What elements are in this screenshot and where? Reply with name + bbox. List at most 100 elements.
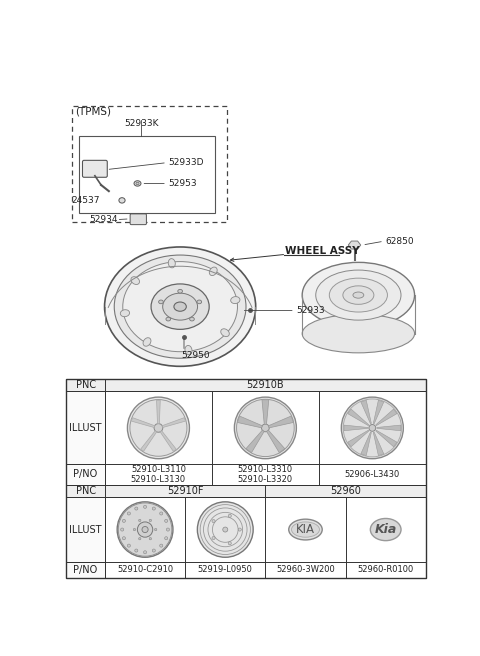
Ellipse shape: [212, 520, 215, 523]
Polygon shape: [266, 430, 285, 453]
Text: ILLUST: ILLUST: [69, 525, 102, 535]
Ellipse shape: [197, 502, 253, 558]
Ellipse shape: [228, 542, 231, 544]
Text: 52919-L0950: 52919-L0950: [198, 565, 252, 575]
Text: 52933K: 52933K: [124, 119, 158, 128]
Ellipse shape: [137, 522, 153, 537]
Ellipse shape: [234, 397, 296, 459]
Ellipse shape: [122, 537, 125, 540]
Bar: [66, 485, 426, 497]
Ellipse shape: [209, 267, 217, 276]
Ellipse shape: [135, 507, 138, 510]
Ellipse shape: [144, 505, 146, 508]
Ellipse shape: [223, 527, 228, 532]
Ellipse shape: [155, 528, 157, 531]
Ellipse shape: [163, 293, 198, 320]
Text: Kia: Kia: [374, 523, 397, 536]
Ellipse shape: [152, 549, 156, 552]
Ellipse shape: [143, 338, 151, 346]
Ellipse shape: [316, 270, 401, 320]
Text: 52906-L3430: 52906-L3430: [345, 470, 400, 479]
Ellipse shape: [160, 512, 163, 515]
Ellipse shape: [118, 503, 172, 556]
Text: 52934: 52934: [90, 215, 118, 224]
Text: 52950: 52950: [181, 351, 210, 359]
Ellipse shape: [343, 286, 374, 304]
Text: KIA: KIA: [296, 523, 315, 536]
Text: PNC: PNC: [75, 380, 96, 390]
Ellipse shape: [136, 182, 139, 184]
Ellipse shape: [120, 528, 124, 531]
Text: 52910-L3310
52910-L3320: 52910-L3310 52910-L3320: [238, 465, 293, 484]
Ellipse shape: [127, 397, 190, 459]
Ellipse shape: [117, 502, 173, 558]
Polygon shape: [348, 241, 360, 249]
Bar: [66, 379, 426, 392]
Ellipse shape: [178, 289, 182, 293]
Polygon shape: [246, 430, 264, 453]
Ellipse shape: [371, 518, 401, 541]
Ellipse shape: [190, 318, 194, 321]
Polygon shape: [162, 418, 185, 428]
Polygon shape: [348, 409, 369, 426]
Bar: [66, 464, 105, 485]
Ellipse shape: [105, 247, 256, 366]
Ellipse shape: [174, 302, 186, 311]
Ellipse shape: [231, 297, 240, 304]
Ellipse shape: [139, 537, 141, 540]
Text: P/NO: P/NO: [73, 470, 98, 480]
Text: (TPMS): (TPMS): [75, 107, 111, 117]
Polygon shape: [376, 430, 397, 447]
Ellipse shape: [134, 181, 141, 186]
Ellipse shape: [302, 262, 415, 328]
Ellipse shape: [149, 537, 152, 540]
Polygon shape: [361, 400, 372, 424]
Polygon shape: [373, 432, 384, 456]
Polygon shape: [268, 416, 293, 428]
Ellipse shape: [130, 400, 187, 457]
Text: 24537: 24537: [72, 196, 100, 205]
Polygon shape: [377, 425, 401, 431]
Polygon shape: [156, 400, 160, 424]
Polygon shape: [361, 432, 372, 456]
Ellipse shape: [165, 520, 168, 522]
FancyBboxPatch shape: [130, 214, 146, 224]
Ellipse shape: [369, 424, 376, 431]
Ellipse shape: [160, 544, 163, 547]
FancyBboxPatch shape: [83, 160, 107, 177]
Ellipse shape: [343, 399, 401, 457]
Ellipse shape: [119, 197, 125, 203]
Ellipse shape: [262, 424, 269, 432]
Ellipse shape: [167, 528, 169, 531]
Ellipse shape: [127, 512, 131, 515]
Text: 52910F: 52910F: [167, 485, 204, 496]
Ellipse shape: [122, 520, 125, 522]
Ellipse shape: [197, 300, 202, 304]
Ellipse shape: [237, 400, 294, 457]
Ellipse shape: [341, 397, 403, 459]
Ellipse shape: [165, 537, 168, 540]
Bar: [66, 562, 105, 578]
Ellipse shape: [329, 278, 387, 312]
Text: PNC: PNC: [75, 485, 96, 496]
Ellipse shape: [154, 424, 163, 432]
Ellipse shape: [168, 258, 175, 268]
Ellipse shape: [142, 527, 148, 533]
Ellipse shape: [221, 329, 229, 337]
Ellipse shape: [144, 551, 146, 554]
Text: ILLUST: ILLUST: [69, 423, 102, 433]
Polygon shape: [344, 425, 368, 431]
Bar: [79, 136, 215, 213]
Ellipse shape: [135, 549, 138, 552]
Text: 52960: 52960: [330, 485, 361, 496]
Ellipse shape: [353, 292, 364, 298]
Text: 62850: 62850: [385, 237, 414, 246]
Text: 52953: 52953: [168, 179, 197, 188]
Ellipse shape: [151, 284, 209, 329]
Ellipse shape: [127, 544, 131, 547]
Ellipse shape: [166, 318, 170, 321]
Text: 52910B: 52910B: [247, 380, 284, 390]
Ellipse shape: [228, 514, 231, 518]
Polygon shape: [348, 430, 369, 447]
Ellipse shape: [289, 519, 322, 540]
